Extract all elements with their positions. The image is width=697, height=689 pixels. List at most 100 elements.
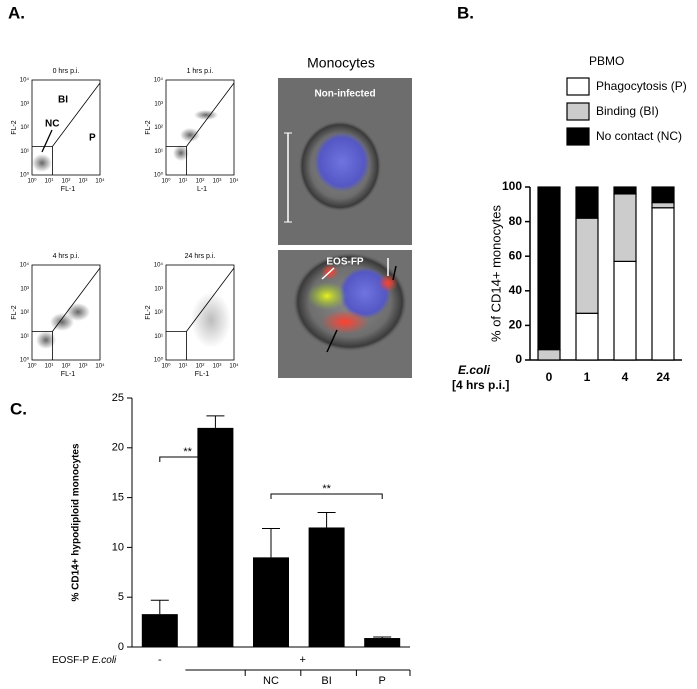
x-tick-label: NC (263, 675, 279, 687)
plot-title: 4 hrs p.i. (53, 253, 80, 260)
significance-label: ** (322, 483, 331, 495)
y-tick-label: 10¹ (154, 334, 163, 340)
x-axis-label: L-1 (197, 186, 207, 193)
x-tick-label: 10⁰ (161, 178, 171, 185)
x-tick-label: 10² (62, 364, 71, 370)
y-tick-label: 10⁴ (154, 262, 164, 269)
x-axis-label: FL-1 (61, 186, 76, 193)
particle (307, 282, 347, 310)
x-tick-label: 10³ (213, 179, 222, 185)
plot-frame (31, 264, 101, 361)
x-tick-label: 10¹ (179, 179, 188, 185)
y-tick-label: 10² (20, 125, 29, 131)
x-tick-label: 10² (196, 179, 205, 185)
y-tick-label: 10⁴ (20, 262, 30, 269)
bar-segment (575, 217, 599, 314)
bar-segment (575, 186, 599, 219)
image-label: Non-infected (314, 89, 375, 100)
x-tick-label: 10¹ (179, 364, 188, 370)
arrow (326, 329, 338, 353)
x-tick-label: 10³ (79, 364, 88, 370)
event-cloud (194, 110, 218, 120)
significance-bracket (159, 456, 216, 462)
gate-label: BI (58, 95, 68, 106)
x-tick-label: 1 (584, 370, 591, 384)
arrow (41, 129, 53, 153)
legend-label: No contact (NC) (596, 129, 682, 143)
row-label-italic: E.coli (92, 655, 117, 666)
y-tick-label: 100 (502, 179, 522, 193)
event-cloud (180, 128, 200, 142)
event-cloud (50, 313, 74, 331)
y-axis-label: FL-2 (11, 120, 18, 135)
x-axis-label: FL-1 (195, 371, 210, 378)
x-axis-note: [4 hrs p.i.] (452, 378, 509, 392)
panel-label: C. (10, 399, 27, 418)
x-tick-label: 10³ (213, 364, 222, 370)
y-tick-label: 10⁰ (20, 357, 30, 364)
y-tick-label: 10⁴ (154, 77, 164, 84)
row-label-text: EOSF-P (52, 655, 90, 666)
y-tick-label: 80 (509, 214, 523, 228)
gate-label: NC (45, 119, 59, 130)
x-tick-label: P (379, 675, 386, 687)
group-label: + (299, 654, 305, 666)
bar (364, 638, 401, 647)
bar-segment (537, 186, 561, 351)
bar (253, 557, 289, 647)
y-tick-label: 10¹ (20, 334, 29, 340)
x-axis-label: E.coli (458, 363, 491, 377)
panel-label: B. (457, 3, 474, 22)
panel-label: A. (8, 3, 25, 22)
y-tick-label: 10⁰ (154, 357, 164, 364)
x-tick-label: BI (321, 675, 331, 687)
particle (378, 274, 398, 292)
y-tick-label: 15 (112, 492, 124, 504)
bar-segment (575, 312, 599, 361)
plot-title: 0 hrs p.i. (53, 68, 80, 75)
y-axis-label: % CD14+ hypodiploid monocytes (71, 443, 82, 602)
plot-title: 24 hrs p.i. (185, 253, 216, 260)
y-tick-label: 5 (118, 591, 124, 603)
y-tick-label: 10¹ (20, 149, 29, 155)
row-label: EOSF-P E.coli (52, 655, 117, 666)
x-tick-label: 10⁰ (27, 363, 37, 370)
y-tick-label: 10⁴ (20, 77, 30, 84)
image-label: EOS-FP (326, 257, 364, 268)
y-tick-label: 10³ (154, 286, 163, 292)
bar-segment (613, 260, 637, 361)
legend-swatch (566, 77, 590, 96)
bar (197, 427, 234, 647)
x-tick-label: 10² (62, 179, 71, 185)
legend-title: PBMO (589, 54, 624, 68)
significance-bracket (270, 493, 383, 499)
bar-segment (651, 186, 675, 204)
bar (308, 527, 345, 647)
plot-frame (165, 79, 235, 176)
gate (52, 82, 101, 147)
y-tick-label: 40 (509, 283, 523, 297)
significance-label: ** (183, 446, 192, 458)
y-tick-label: 25 (112, 392, 124, 404)
y-tick-label: 10³ (20, 101, 29, 107)
y-tick-label: 10² (20, 310, 29, 316)
x-tick-label: 10⁰ (161, 363, 171, 370)
x-axis-label: FL-1 (61, 371, 76, 378)
event-cloud (66, 303, 90, 321)
bar (141, 614, 178, 647)
plot-frame (165, 264, 235, 361)
bar-segment (651, 207, 675, 361)
y-tick-label: 10⁰ (154, 172, 164, 179)
y-tick-label: 0 (515, 352, 522, 366)
event-cloud (32, 154, 52, 172)
y-tick-label: 60 (509, 248, 523, 262)
arrow (392, 265, 397, 281)
y-tick-label: 10³ (154, 101, 163, 107)
x-tick-label: 10³ (79, 179, 88, 185)
x-tick-label: - (158, 654, 162, 666)
y-tick-label: 20 (509, 318, 523, 332)
event-cloud (173, 145, 189, 161)
x-tick-label: 10² (196, 364, 205, 370)
x-tick-label: 10⁴ (229, 363, 239, 370)
